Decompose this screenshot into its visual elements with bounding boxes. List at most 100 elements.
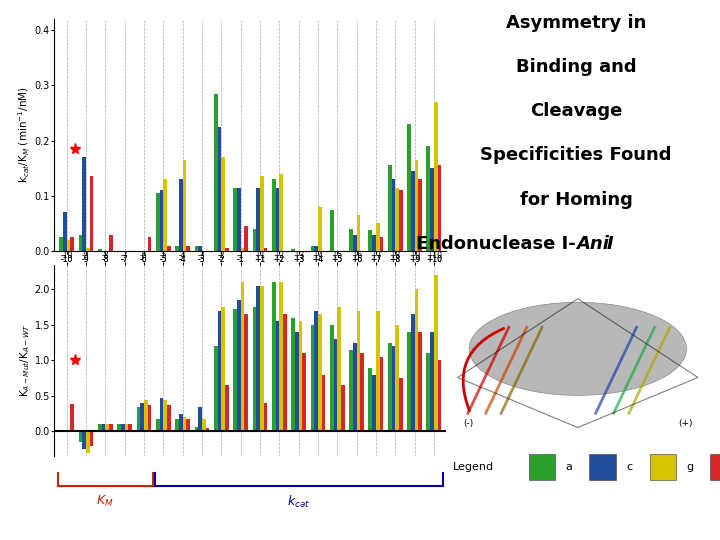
Bar [244, 226, 248, 251]
Bar [144, 400, 148, 431]
Bar [221, 157, 225, 251]
Bar [98, 424, 102, 431]
Bar [233, 309, 237, 431]
Bar [408, 332, 411, 431]
Bar [237, 300, 240, 431]
Bar [369, 368, 372, 431]
Bar [183, 160, 186, 251]
Bar [102, 424, 105, 431]
Bar [186, 246, 190, 251]
Bar [438, 361, 441, 431]
Y-axis label: k$_{cat}$/K$_M$ (min$^{-1}$/nM): k$_{cat}$/K$_M$ (min$^{-1}$/nM) [17, 86, 32, 184]
Bar [194, 427, 198, 431]
Bar [438, 165, 441, 251]
Bar [349, 350, 353, 431]
Bar [589, 454, 616, 481]
Bar [156, 420, 160, 431]
Bar [379, 237, 383, 251]
Bar [337, 307, 341, 431]
Bar [276, 187, 279, 251]
Bar [109, 234, 112, 251]
Bar [360, 353, 364, 431]
Bar [434, 275, 438, 431]
Bar [225, 248, 228, 251]
Bar [179, 179, 183, 251]
Bar [214, 93, 217, 251]
Bar [310, 246, 314, 251]
Bar [528, 454, 555, 481]
Bar [137, 407, 140, 431]
Text: I: I [606, 235, 613, 253]
Bar [66, 240, 71, 251]
Bar [291, 249, 295, 251]
Bar [175, 246, 179, 251]
Bar [78, 234, 82, 251]
Bar [156, 193, 160, 251]
Bar [221, 307, 225, 431]
Bar [649, 454, 676, 481]
Bar [356, 310, 360, 431]
Bar [264, 403, 267, 431]
Bar [89, 177, 94, 251]
Bar [253, 229, 256, 251]
Text: (+): (+) [678, 418, 693, 428]
Bar [330, 210, 333, 251]
Bar [198, 246, 202, 251]
Bar [418, 332, 422, 431]
Bar [379, 357, 383, 431]
Bar [272, 282, 276, 431]
Bar [89, 431, 94, 446]
Bar [186, 420, 190, 431]
Bar [395, 325, 399, 431]
Bar [279, 282, 283, 431]
Bar [388, 165, 392, 251]
Text: Endonuclease I-: Endonuclease I- [416, 235, 576, 253]
Bar [333, 339, 337, 431]
Bar [86, 431, 89, 453]
Bar [167, 246, 171, 251]
Bar [388, 343, 392, 431]
Bar [330, 325, 333, 431]
Bar [167, 405, 171, 431]
Bar [256, 286, 260, 431]
Bar [399, 190, 402, 251]
Text: Cleavage: Cleavage [530, 102, 622, 120]
Bar [299, 321, 302, 431]
Bar [291, 318, 295, 431]
Bar [240, 282, 244, 431]
Bar [82, 431, 86, 449]
Bar [125, 424, 128, 431]
Bar [279, 174, 283, 251]
Bar [314, 246, 318, 251]
Bar [160, 190, 163, 251]
Bar [117, 424, 121, 431]
Bar [341, 386, 345, 431]
Bar [399, 378, 402, 431]
Bar [59, 237, 63, 251]
Bar [109, 424, 112, 431]
Bar [121, 424, 125, 431]
Bar [264, 248, 267, 251]
Bar [105, 424, 109, 431]
Bar [353, 234, 356, 251]
Text: $K_M$: $K_M$ [96, 494, 114, 509]
Bar [240, 248, 244, 251]
Bar [217, 310, 221, 431]
Bar [217, 127, 221, 251]
Bar [71, 404, 74, 431]
Bar [353, 343, 356, 431]
Bar [71, 237, 74, 251]
Bar [376, 224, 379, 251]
Bar [372, 375, 376, 431]
Bar [418, 179, 422, 251]
Bar [175, 420, 179, 431]
Text: Ani: Ani [576, 235, 609, 253]
Bar [183, 417, 186, 431]
Bar [415, 160, 418, 251]
Text: g: g [687, 462, 693, 472]
Bar [372, 234, 376, 251]
Ellipse shape [469, 302, 686, 395]
Bar [314, 310, 318, 431]
Text: a: a [566, 462, 572, 472]
Bar [392, 346, 395, 431]
